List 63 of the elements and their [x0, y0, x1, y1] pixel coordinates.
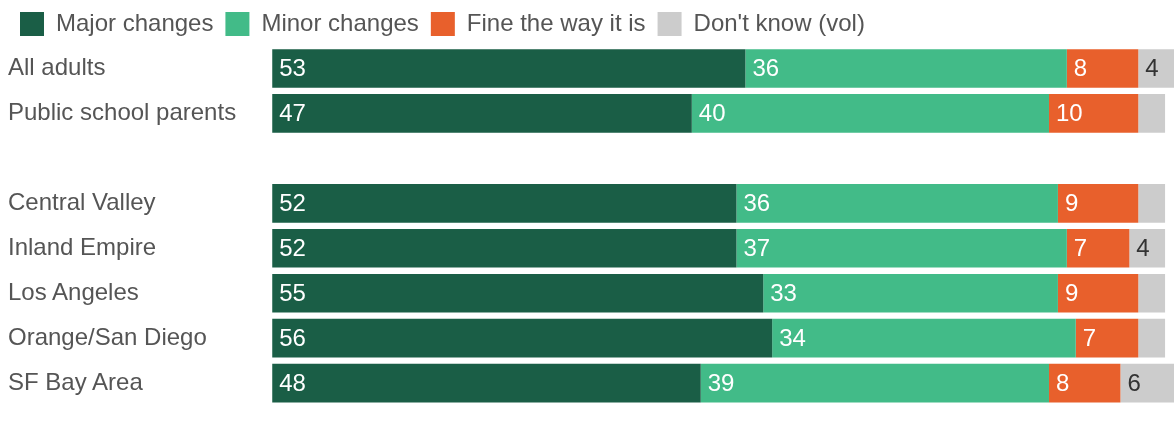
y-tick-label: Orange/San Diego [8, 322, 207, 350]
data-label: 9 [1064, 278, 1079, 306]
data-label: 48 [279, 368, 306, 396]
bar [272, 363, 701, 403]
bar [1120, 363, 1174, 403]
data-label: 4 [1145, 54, 1159, 82]
data-label: 9 [1064, 188, 1079, 216]
bar [1138, 318, 1166, 358]
data-label: 52 [279, 233, 306, 261]
bar [1066, 228, 1130, 268]
data-label: 8 [1073, 54, 1088, 82]
data-label: 39 [707, 368, 735, 396]
data-label: 36 [752, 54, 780, 82]
legend-label: Don't know (vol) [693, 8, 865, 36]
y-tick-label: Inland Empire [8, 232, 157, 260]
data-label: 40 [698, 99, 726, 127]
bar [272, 49, 746, 88]
y-tick-label: Los Angeles [8, 277, 139, 305]
data-label: 37 [743, 233, 771, 261]
bar [763, 273, 1058, 313]
bar [1057, 273, 1139, 313]
bar [700, 363, 1049, 403]
data-label: 7 [1082, 323, 1097, 351]
data-label: 8 [1055, 368, 1070, 396]
data-label: 6 [1127, 368, 1141, 396]
bar [272, 184, 737, 223]
y-tick-label: Central Valley [8, 187, 156, 215]
data-label: 36 [743, 188, 771, 216]
y-tick-label: SF Bay Area [8, 367, 144, 395]
legend-label: Fine the way it is [466, 8, 646, 36]
bar [1129, 228, 1166, 268]
bar [272, 94, 692, 133]
bar [1048, 363, 1121, 403]
bar [1057, 184, 1139, 223]
legend-label: Major changes [56, 8, 214, 36]
bar [272, 228, 737, 268]
bar [745, 49, 1067, 88]
bar [1138, 273, 1166, 313]
y-tick-label: Public school parents [8, 98, 237, 126]
data-label: 7 [1073, 233, 1088, 261]
bar [1138, 94, 1166, 133]
bar [1066, 49, 1139, 88]
bar [1138, 49, 1174, 88]
bar [736, 228, 1067, 268]
data-label: 4 [1136, 233, 1150, 261]
bar [1048, 94, 1139, 133]
bar [1138, 184, 1166, 223]
legend-label: Minor changes [261, 8, 419, 36]
bar [272, 273, 764, 313]
data-label: 33 [770, 278, 797, 306]
bar [736, 184, 1058, 223]
data-label: 10 [1055, 99, 1083, 127]
bar [772, 318, 1076, 358]
data-label: 56 [279, 323, 306, 351]
data-label: 52 [279, 188, 306, 216]
bar [691, 94, 1049, 133]
data-label: 53 [279, 54, 306, 82]
data-label: 55 [279, 278, 306, 306]
data-label: 47 [279, 99, 306, 127]
bar [272, 318, 773, 358]
data-label: 34 [779, 323, 806, 351]
bar [1075, 318, 1139, 358]
y-tick-label: All adults [8, 53, 106, 81]
